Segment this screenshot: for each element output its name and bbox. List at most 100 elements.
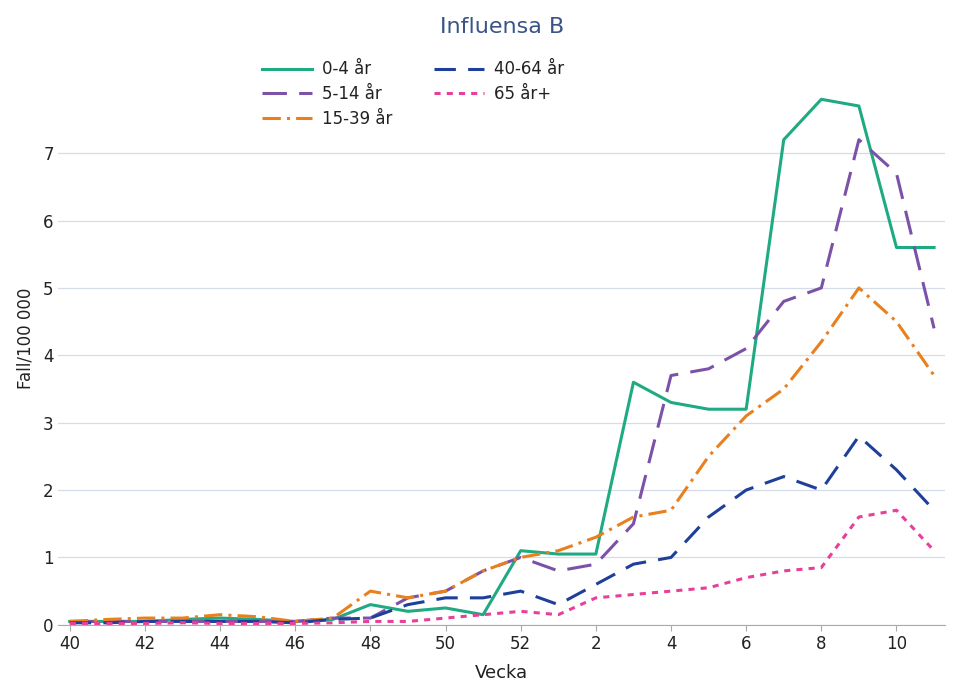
0-4 år (665, 398, 677, 407)
0-4 år (740, 405, 752, 413)
5-14 år (927, 324, 939, 333)
65 år+ (64, 619, 76, 628)
65 år+ (439, 614, 451, 622)
15-39 år (327, 614, 338, 622)
15-39 år (852, 284, 864, 292)
40-64 år (665, 553, 677, 561)
5-14 år (177, 617, 188, 626)
15-39 år (702, 452, 714, 461)
0-4 år (177, 615, 188, 624)
0-4 år (927, 243, 939, 252)
40-64 år (589, 580, 601, 589)
15-39 år (102, 615, 113, 624)
65 år+ (139, 619, 151, 628)
5-14 år (64, 617, 76, 626)
5-14 år (439, 587, 451, 596)
65 år+ (589, 593, 601, 602)
40-64 år (477, 593, 488, 602)
15-39 år (927, 371, 939, 380)
5-14 år (852, 136, 864, 144)
15-39 år (252, 612, 263, 621)
40-64 år (177, 617, 188, 626)
65 år+ (702, 584, 714, 592)
15-39 år (364, 587, 376, 596)
5-14 år (327, 614, 338, 622)
5-14 år (702, 365, 714, 373)
0-4 år (102, 617, 113, 626)
15-39 år (740, 412, 752, 420)
0-4 år (777, 136, 789, 144)
5-14 år (102, 617, 113, 626)
40-64 år (327, 615, 338, 624)
65 år+ (477, 610, 488, 619)
5-14 år (777, 297, 789, 305)
65 år+ (177, 619, 188, 627)
65 år+ (852, 513, 864, 521)
40-64 år (777, 473, 789, 481)
15-39 år (627, 513, 638, 521)
15-39 år (552, 547, 563, 555)
40-64 år (740, 486, 752, 494)
40-64 år (815, 486, 826, 494)
0-4 år (364, 600, 376, 609)
65 år+ (890, 506, 901, 514)
5-14 år (514, 553, 526, 561)
65 år+ (927, 547, 939, 555)
0-4 år (890, 243, 901, 252)
15-39 år (665, 506, 677, 514)
0-4 år (627, 378, 638, 387)
40-64 år (514, 587, 526, 596)
5-14 år (665, 371, 677, 380)
5-14 år (289, 617, 301, 626)
5-14 år (589, 560, 601, 568)
65 år+ (102, 619, 113, 628)
15-39 år (214, 610, 226, 619)
65 år+ (777, 567, 789, 575)
40-64 år (852, 432, 864, 440)
15-39 år (589, 533, 601, 542)
40-64 år (252, 617, 263, 626)
0-4 år (477, 610, 488, 619)
15-39 år (402, 593, 413, 602)
40-64 år (552, 600, 563, 609)
40-64 år (439, 593, 451, 602)
0-4 år (589, 550, 601, 559)
0-4 år (214, 614, 226, 622)
65 år+ (552, 610, 563, 619)
0-4 år (139, 617, 151, 626)
40-64 år (927, 506, 939, 514)
Line: 65 år+: 65 år+ (70, 510, 933, 624)
40-64 år (102, 619, 113, 627)
0-4 år (327, 615, 338, 624)
5-14 år (139, 617, 151, 626)
Y-axis label: Fall/100 000: Fall/100 000 (16, 288, 35, 389)
15-39 år (815, 338, 826, 346)
5-14 år (627, 519, 638, 528)
15-39 år (439, 587, 451, 596)
0-4 år (252, 615, 263, 624)
0-4 år (289, 617, 301, 626)
Line: 40-64 år: 40-64 år (70, 436, 933, 623)
40-64 år (702, 513, 714, 521)
5-14 år (252, 617, 263, 626)
0-4 år (852, 102, 864, 110)
Legend: 0-4 år, 5-14 år, 15-39 år, 40-64 år, 65 år+: 0-4 år, 5-14 år, 15-39 år, 40-64 år, 65 … (261, 60, 563, 128)
65 år+ (214, 619, 226, 628)
0-4 år (439, 604, 451, 612)
0-4 år (402, 607, 413, 616)
65 år+ (815, 563, 826, 572)
Title: Influensa B: Influensa B (439, 17, 563, 36)
15-39 år (514, 553, 526, 561)
40-64 år (364, 614, 376, 622)
15-39 år (890, 317, 901, 326)
5-14 år (552, 567, 563, 575)
0-4 år (64, 617, 76, 626)
5-14 år (214, 617, 226, 626)
15-39 år (477, 567, 488, 575)
0-4 år (552, 550, 563, 559)
15-39 år (64, 617, 76, 626)
Line: 0-4 år: 0-4 år (70, 99, 933, 621)
65 år+ (327, 619, 338, 627)
40-64 år (890, 466, 901, 474)
Line: 5-14 år: 5-14 år (70, 140, 933, 621)
